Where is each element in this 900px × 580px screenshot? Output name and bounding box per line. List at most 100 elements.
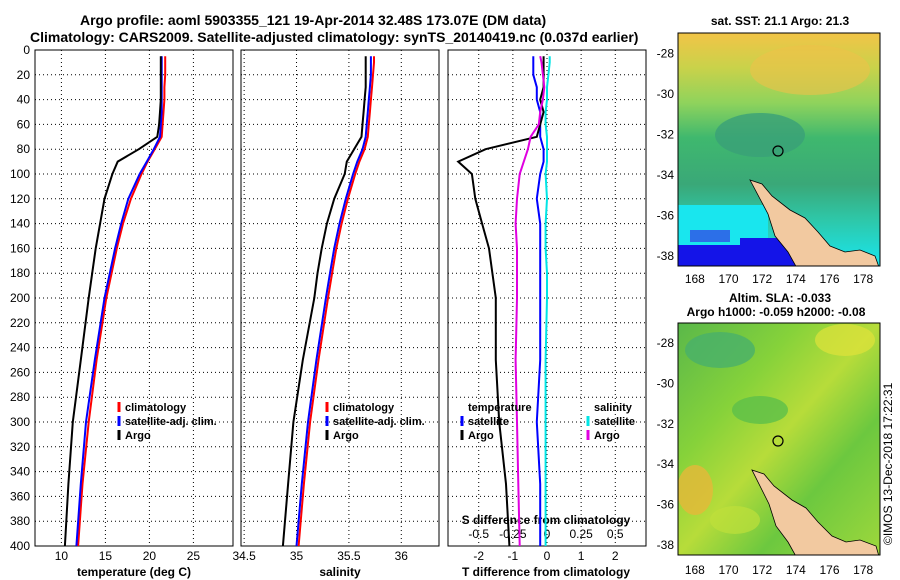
lat-tick: -30 (657, 377, 675, 391)
depth-y-tick: 320 (10, 440, 30, 454)
difference-series (456, 55, 551, 547)
main-title-line2: Climatology: CARS2009. Satellite-adjuste… (30, 29, 638, 45)
depth-y-tick: 240 (10, 341, 30, 355)
legend-satellite-label: satellite-adj. clim. (125, 416, 217, 428)
difference-legend: temperature satellite Argo salinity sate… (460, 402, 635, 442)
temperature-panel: 10 15 20 25 0 20 40 60 80 100 120 140 16… (10, 43, 234, 579)
depth-y-tick: 200 (10, 291, 30, 305)
s-difference-x-tick: 0.25 (569, 527, 593, 541)
salinity-x-tick: 35 (290, 549, 304, 563)
depth-y-tick: 100 (10, 167, 30, 181)
legend-satellite-label: satellite-adj. clim. (333, 416, 425, 428)
t-difference-x-tick: -1 (508, 549, 519, 563)
salinity-x-tick: 34.5 (232, 549, 256, 563)
t-difference-x-tick: 2 (612, 549, 619, 563)
new-zealand-land (749, 179, 879, 266)
depth-y-tick: 340 (10, 465, 30, 479)
legend-s-satellite-label: satellite (594, 416, 635, 428)
lat-tick: -32 (657, 127, 675, 141)
t-difference-x-tick: 1 (578, 549, 585, 563)
depth-y-tick: 160 (10, 241, 30, 255)
salinity-climatology-line (297, 56, 375, 547)
depth-y-tick: 60 (17, 117, 31, 131)
depth-y-tick: 300 (10, 415, 30, 429)
depth-y-tick: 140 (10, 217, 30, 231)
salinity-series (281, 56, 375, 547)
t-difference-x-label: T difference from climatology (462, 565, 630, 579)
lat-tick: -38 (657, 249, 675, 263)
s-difference-x-tick: 0.5 (607, 527, 624, 541)
s-difference-x-tick: -0.25 (499, 527, 527, 541)
legend-t-argo-label: Argo (468, 430, 494, 442)
depth-y-tick: 360 (10, 489, 30, 503)
depth-y-tick: 280 (10, 390, 30, 404)
temperature-climatology-line (77, 56, 167, 547)
temperature-series (63, 56, 167, 547)
temperature-x-tick: 25 (187, 549, 201, 563)
salinity-argo-line (281, 56, 367, 547)
temperature-argo-line (63, 56, 162, 547)
depth-y-tick: 20 (17, 68, 31, 82)
legend-t-satellite-label: satellite (468, 416, 509, 428)
temperature-x-tick: 10 (55, 549, 69, 563)
lon-tick: 178 (853, 563, 873, 577)
s-difference-x-tick: -0.5 (468, 527, 489, 541)
legend-climatology-label: climatology (333, 402, 395, 414)
sla-map-title-line1: Altim. SLA: -0.033 (729, 291, 831, 305)
legend-argo-label: Argo (125, 430, 151, 442)
sla-map-image (678, 323, 880, 555)
salinity-x-tick: 35.5 (337, 549, 361, 563)
salinity-gridlines (241, 49, 439, 547)
t-diff-satellite-line (532, 56, 545, 546)
salinity-x-label: salinity (319, 565, 361, 579)
sst-map-title: sat. SST: 21.1 Argo: 21.3 (711, 14, 850, 28)
t-difference-x-ticks: -2 -1 0 1 2 (473, 549, 619, 563)
t-diff-argo-line (456, 56, 545, 547)
lat-tick: -38 (657, 538, 675, 552)
depth-y-tick: 400 (10, 539, 30, 553)
lon-tick: 170 (718, 272, 738, 286)
lon-tick: 170 (718, 563, 738, 577)
lon-tick: 176 (819, 563, 839, 577)
salinity-x-ticks: 34.5 35 35.5 36 (232, 549, 408, 563)
difference-panel: -2 -1 0 1 2 -0.5 -0.25 0 0.25 0.5 S diff… (447, 49, 647, 579)
salinity-panel: 34.5 35 35.5 36 climatology satellite-ad… (232, 49, 440, 579)
depth-y-tick: 380 (10, 514, 30, 528)
legend-s-argo-label: Argo (594, 430, 620, 442)
legend-temperature-title: temperature (468, 402, 532, 414)
temperature-x-tick: 20 (143, 549, 157, 563)
lon-tick: 168 (685, 563, 705, 577)
temperature-x-label: temperature (deg C) (77, 565, 191, 579)
depth-y-tick: 0 (23, 43, 30, 57)
s-difference-x-tick: 0 (544, 527, 551, 541)
t-difference-x-tick: 0 (544, 549, 551, 563)
sla-map-panel: Altim. SLA: -0.033 Argo h1000: -0.059 h2… (657, 291, 881, 577)
salinity-x-tick: 36 (395, 549, 409, 563)
main-title-line1: Argo profile: aoml 5903355_121 19-Apr-20… (80, 12, 546, 28)
depth-y-tick: 40 (17, 93, 31, 107)
new-zealand-land (751, 469, 879, 555)
lat-tick: -34 (657, 168, 675, 182)
depth-y-tick: 180 (10, 266, 30, 280)
legend-climatology-label: climatology (125, 402, 187, 414)
lat-tick: -28 (657, 46, 675, 60)
depth-y-tick: 260 (10, 365, 30, 379)
depth-y-tick: 80 (17, 142, 31, 156)
sst-map-panel: sat. SST: 21.1 Argo: 21.3 (657, 14, 881, 286)
temperature-x-tick: 15 (99, 549, 113, 563)
s-diff-argo-line (514, 55, 546, 547)
lon-tick: 168 (685, 272, 705, 286)
sst-map-image (678, 33, 880, 266)
temperature-x-ticks: 10 15 20 25 (55, 549, 201, 563)
argo-location-marker (772, 145, 784, 157)
lat-tick: -36 (657, 208, 675, 222)
lat-tick: -34 (657, 457, 675, 471)
lat-tick: -28 (657, 336, 675, 350)
legend-salinity-title: salinity (594, 402, 633, 414)
sla-lon-ticks: 168 170 172 174 176 178 (685, 563, 874, 577)
s-diff-satellite-line (544, 56, 551, 546)
lat-tick: -32 (657, 417, 675, 431)
imos-watermark: ©IMOS 13-Dec-2018 17:22:31 (881, 382, 895, 545)
lon-tick: 178 (853, 272, 873, 286)
